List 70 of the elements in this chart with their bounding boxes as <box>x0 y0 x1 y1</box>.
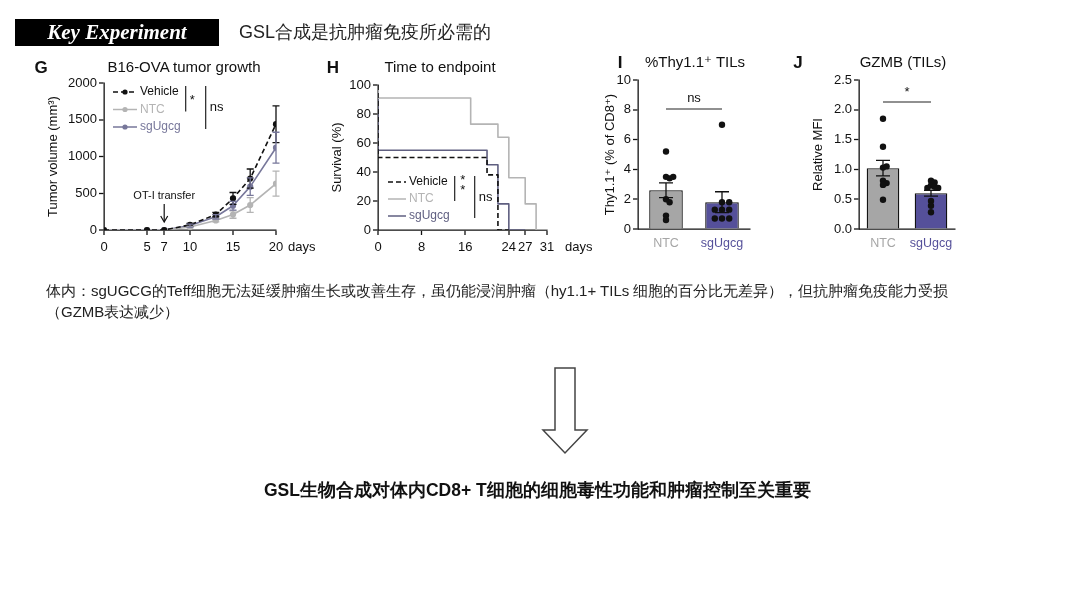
annotation: OT-I transfer <box>133 189 196 202</box>
y-tick-label: 0 <box>363 221 371 237</box>
text: GSL生物合成对体内CD8+ T细胞的细胞毒性功能和肿瘤控制至关重要 <box>264 479 811 502</box>
chart-title: Time to endpoint <box>384 58 497 76</box>
y-tick-label: 500 <box>75 184 97 200</box>
y-axis-title: Tumor volume (mm³) <box>44 96 60 217</box>
legend-label: Vehicle <box>140 84 180 99</box>
y-tick-label: 1.5 <box>833 131 852 147</box>
y-tick-label: 1000 <box>68 148 97 164</box>
x-tick-label: NTC <box>653 235 679 250</box>
y-tick-label: 0.5 <box>833 190 852 206</box>
x-tick-label: 5 <box>143 239 151 255</box>
chart-title: B16-OVA tumor growth <box>107 58 261 76</box>
y-axis-title: Relative MFI <box>809 118 825 191</box>
chart-title: GZMB (TILs) <box>859 53 947 71</box>
legend-label: sgUgcg <box>140 119 181 134</box>
y-tick-label: 40 <box>356 163 371 179</box>
legend-label: Vehicle <box>409 174 449 189</box>
y-tick-label: 2 <box>623 190 631 206</box>
text: 体内：sgUGCG的Teff细胞无法延缓肿瘤生长或改善生存，虽仍能浸润肿瘤（hy1.1+ TILs 细胞的百分比无差异），但抗肿瘤免疫能力受损（GZMB表达减少） <box>46 281 950 322</box>
x-tick-label: 0 <box>374 239 382 255</box>
y-tick-label: 8 <box>623 101 631 117</box>
y-tick-label: 6 <box>623 131 631 147</box>
y-tick-label: 4 <box>623 160 631 176</box>
text: H <box>326 57 340 77</box>
annotation: * <box>189 92 195 108</box>
x-axis-title: days <box>288 239 316 255</box>
y-tick-label: 60 <box>356 134 371 150</box>
x-axis-title: days <box>565 239 593 255</box>
annotation: ** <box>460 172 466 198</box>
x-tick-label: sgUgcg <box>909 235 953 250</box>
x-tick-label: NTC <box>870 235 896 250</box>
text: Key Experiment <box>15 19 219 46</box>
annotation: * <box>904 83 910 99</box>
x-tick-label: 24 <box>501 239 517 255</box>
x-tick-label: 10 <box>182 239 198 255</box>
annotation: ns <box>478 188 493 204</box>
x-tick-label: 31 <box>539 239 555 255</box>
x-tick-label: 27 <box>517 239 533 255</box>
y-tick-label: 80 <box>356 105 371 121</box>
y-tick-label: 1500 <box>68 111 97 127</box>
text: G <box>34 57 48 77</box>
y-tick-label: 10 <box>616 71 631 87</box>
legend-label: NTC <box>140 101 165 116</box>
chart-title: %Thy1.1⁺ TILs <box>644 53 746 71</box>
y-tick-label: 0 <box>623 220 631 236</box>
y-tick-label: 1.0 <box>833 160 852 176</box>
annotation: ns <box>209 99 224 115</box>
y-axis-title: Thy1.1⁺ (% of CD8⁺) <box>601 93 617 216</box>
x-tick-label: 16 <box>457 239 473 255</box>
x-tick-label: 7 <box>160 239 168 255</box>
text: J <box>793 52 803 72</box>
x-tick-label: 15 <box>225 239 241 255</box>
y-tick-label: 0.0 <box>833 220 852 236</box>
y-tick-label: 2.0 <box>833 101 852 117</box>
legend-label: NTC <box>409 191 434 206</box>
text: I <box>617 52 623 72</box>
y-tick-label: 100 <box>349 76 371 92</box>
y-tick-label: 2000 <box>68 74 97 90</box>
y-tick-label: 20 <box>356 192 371 208</box>
x-tick-label: sgUgcg <box>700 235 744 250</box>
y-tick-label: 2.5 <box>833 71 852 87</box>
text: GSL合成是抗肿瘤免疫所必需的 <box>239 21 492 44</box>
x-tick-label: 0 <box>100 239 108 255</box>
y-tick-label: 0 <box>89 221 97 237</box>
annotation: ns <box>687 89 702 105</box>
legend-label: sgUgcg <box>409 208 450 223</box>
y-axis-title: Survival (%) <box>328 122 344 193</box>
x-tick-label: 8 <box>418 239 426 255</box>
x-tick-label: 20 <box>268 239 284 255</box>
